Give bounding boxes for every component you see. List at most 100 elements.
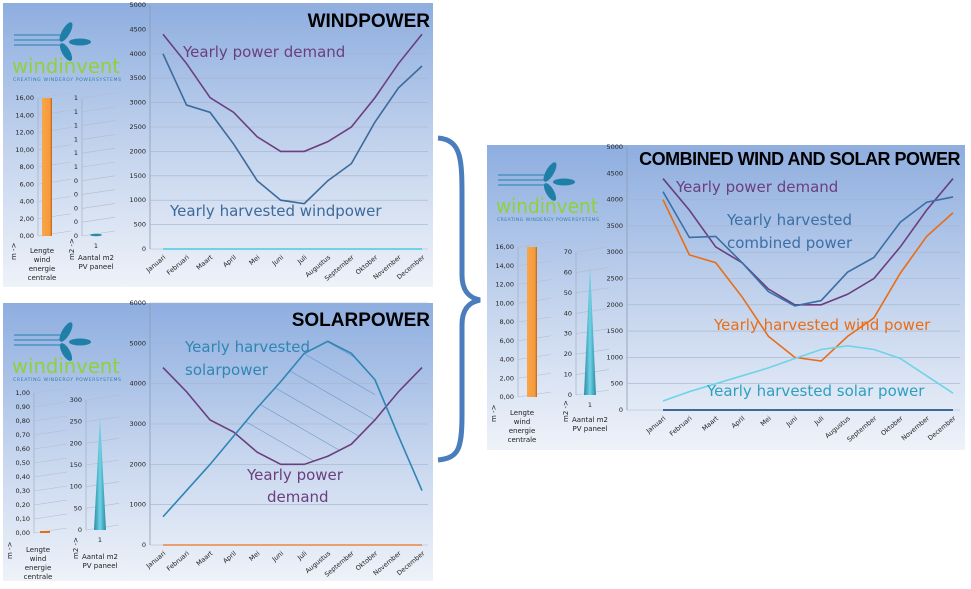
pv-caption: PV paneel (83, 562, 118, 570)
y-tick-label: 2500 (606, 275, 623, 283)
wind-caption: energie (509, 427, 536, 435)
y-tick-label: 1000 (129, 196, 146, 204)
pv-tick-label: 1 (74, 122, 78, 130)
gridline (33, 513, 68, 520)
gridline (33, 457, 68, 464)
pv-tick-label: 0 (74, 218, 78, 226)
gridline (33, 387, 68, 394)
wind-tick-label: 16,00 (15, 94, 34, 102)
wind-caption: Lengte (26, 546, 50, 554)
logo-tagline: CREATING WINDERGY POWERSYSTEMS (13, 77, 121, 83)
pv-caption: Aantal m2 (572, 416, 608, 424)
annotation-wind-comb: Yearly harvested wind power (713, 316, 931, 334)
wind-tick-label: 0,80 (16, 417, 30, 425)
wind-tick-label: 0,20 (16, 501, 30, 509)
panel-background (3, 303, 433, 581)
wind-tick-label: 0,90 (16, 403, 30, 411)
pv-tick-label: 60 (564, 268, 572, 276)
y-tick-label: 4500 (129, 25, 146, 33)
y-tick-label: 3000 (606, 248, 623, 256)
y-tick-label: 2000 (129, 147, 146, 155)
y-tick-label: 3500 (606, 222, 623, 230)
wind-tick-label: 0,00 (500, 393, 514, 401)
pv-tick-label: 1 (74, 108, 78, 116)
y-tick-label: 1000 (129, 501, 146, 509)
logo-blade (59, 22, 73, 42)
gridline (81, 175, 116, 182)
logo-tagline: CREATING WINDERGY POWERSYSTEMS (497, 217, 599, 223)
wind-caption: energie (25, 564, 52, 572)
series-line-yearly-harvested-solar-power (662, 345, 954, 402)
logo-text: windinvent (12, 354, 120, 378)
y-tick-label: 5000 (129, 339, 146, 347)
y-tick-label: 2500 (129, 123, 146, 131)
combined-title: COMBINED WIND AND SOLAR POWER (639, 149, 960, 169)
gridline (33, 527, 68, 534)
wind-tick-label: 6,00 (20, 180, 34, 188)
wind-tick-label: 6,00 (500, 337, 514, 345)
pv-tick-label: 1 (74, 135, 78, 143)
wind-tick-label: 2,00 (20, 215, 34, 223)
y-tick-label: 3000 (129, 420, 146, 428)
y-tick-label: 3500 (129, 74, 146, 82)
pv-tick-label: 200 (70, 439, 82, 447)
logo-text: windinvent (12, 54, 120, 78)
pv-area-spike (584, 266, 596, 395)
series-line-yearly-power-demand (162, 366, 423, 466)
pv-tick-label: 0 (74, 204, 78, 212)
pv-area-spike (94, 417, 106, 530)
gridline (81, 216, 116, 223)
annotation-demand-comb: Yearly power demand (675, 178, 838, 196)
y-tick-label: 500 (611, 380, 623, 388)
wind-tick-label: 0,00 (20, 232, 34, 240)
gridline (575, 267, 610, 273)
logo-blade (69, 38, 91, 46)
y-tick-label: 1000 (606, 353, 623, 361)
y-tick-label: 1500 (606, 327, 623, 335)
y-tick-label: 500 (134, 221, 146, 229)
y-tick-label: 2000 (606, 301, 623, 309)
wind-tick-label: 0,00 (16, 529, 30, 537)
gridline (575, 307, 610, 314)
logo-blade (59, 343, 73, 361)
pv-caption: PV paneel (573, 425, 608, 433)
annotation-solarpower-2: solarpower (185, 361, 269, 379)
logo-blade (59, 322, 73, 342)
y-tick-label: 5000 (606, 143, 623, 151)
wind-tick-label: 1,00 (16, 389, 30, 397)
gridline (575, 246, 610, 253)
wind-tick-label: 16,00 (495, 243, 514, 251)
series-line-yearly-harvested-solarpower (162, 340, 423, 518)
wind-tick-label: 10,00 (495, 299, 514, 307)
wind-length-bar (40, 531, 50, 533)
y-tick-label: 0 (619, 406, 623, 414)
series-line-yearly-harvested-combined-power (662, 191, 954, 307)
pv-caption: Aantal m2 (78, 254, 114, 262)
wind-tick-label: 4,00 (20, 198, 34, 206)
gridline (81, 134, 116, 140)
wind-tick-label: 2,00 (500, 374, 514, 382)
wind-caption: Lengte (30, 247, 54, 255)
wind-caption: Lengte (510, 409, 534, 417)
pv-area-spike (90, 233, 102, 237)
gridline (85, 459, 120, 466)
pv-tick-label: 1 (74, 149, 78, 157)
y-tick-label: 6000 (129, 299, 146, 307)
pv-category-label: 1 (98, 536, 102, 544)
y-tick-label: 5000 (129, 1, 146, 9)
pv-tick-label: 20 (564, 350, 572, 358)
logo-blade (59, 43, 73, 61)
pv-axis-unit: m2 -> (68, 238, 76, 260)
annotation-solar-comb: Yearly harvested solar power (706, 382, 925, 400)
logo-blade (553, 178, 575, 186)
annotation-windpower: Yearly harvested windpower (169, 202, 382, 220)
wind-tick-label: 14,00 (495, 262, 514, 270)
wind-caption: wind (514, 418, 531, 426)
y-tick-label: 0 (142, 245, 146, 253)
wind-caption: energie (29, 265, 56, 273)
wind-caption: centrale (24, 573, 53, 581)
y-tick-label: 0 (142, 541, 146, 549)
